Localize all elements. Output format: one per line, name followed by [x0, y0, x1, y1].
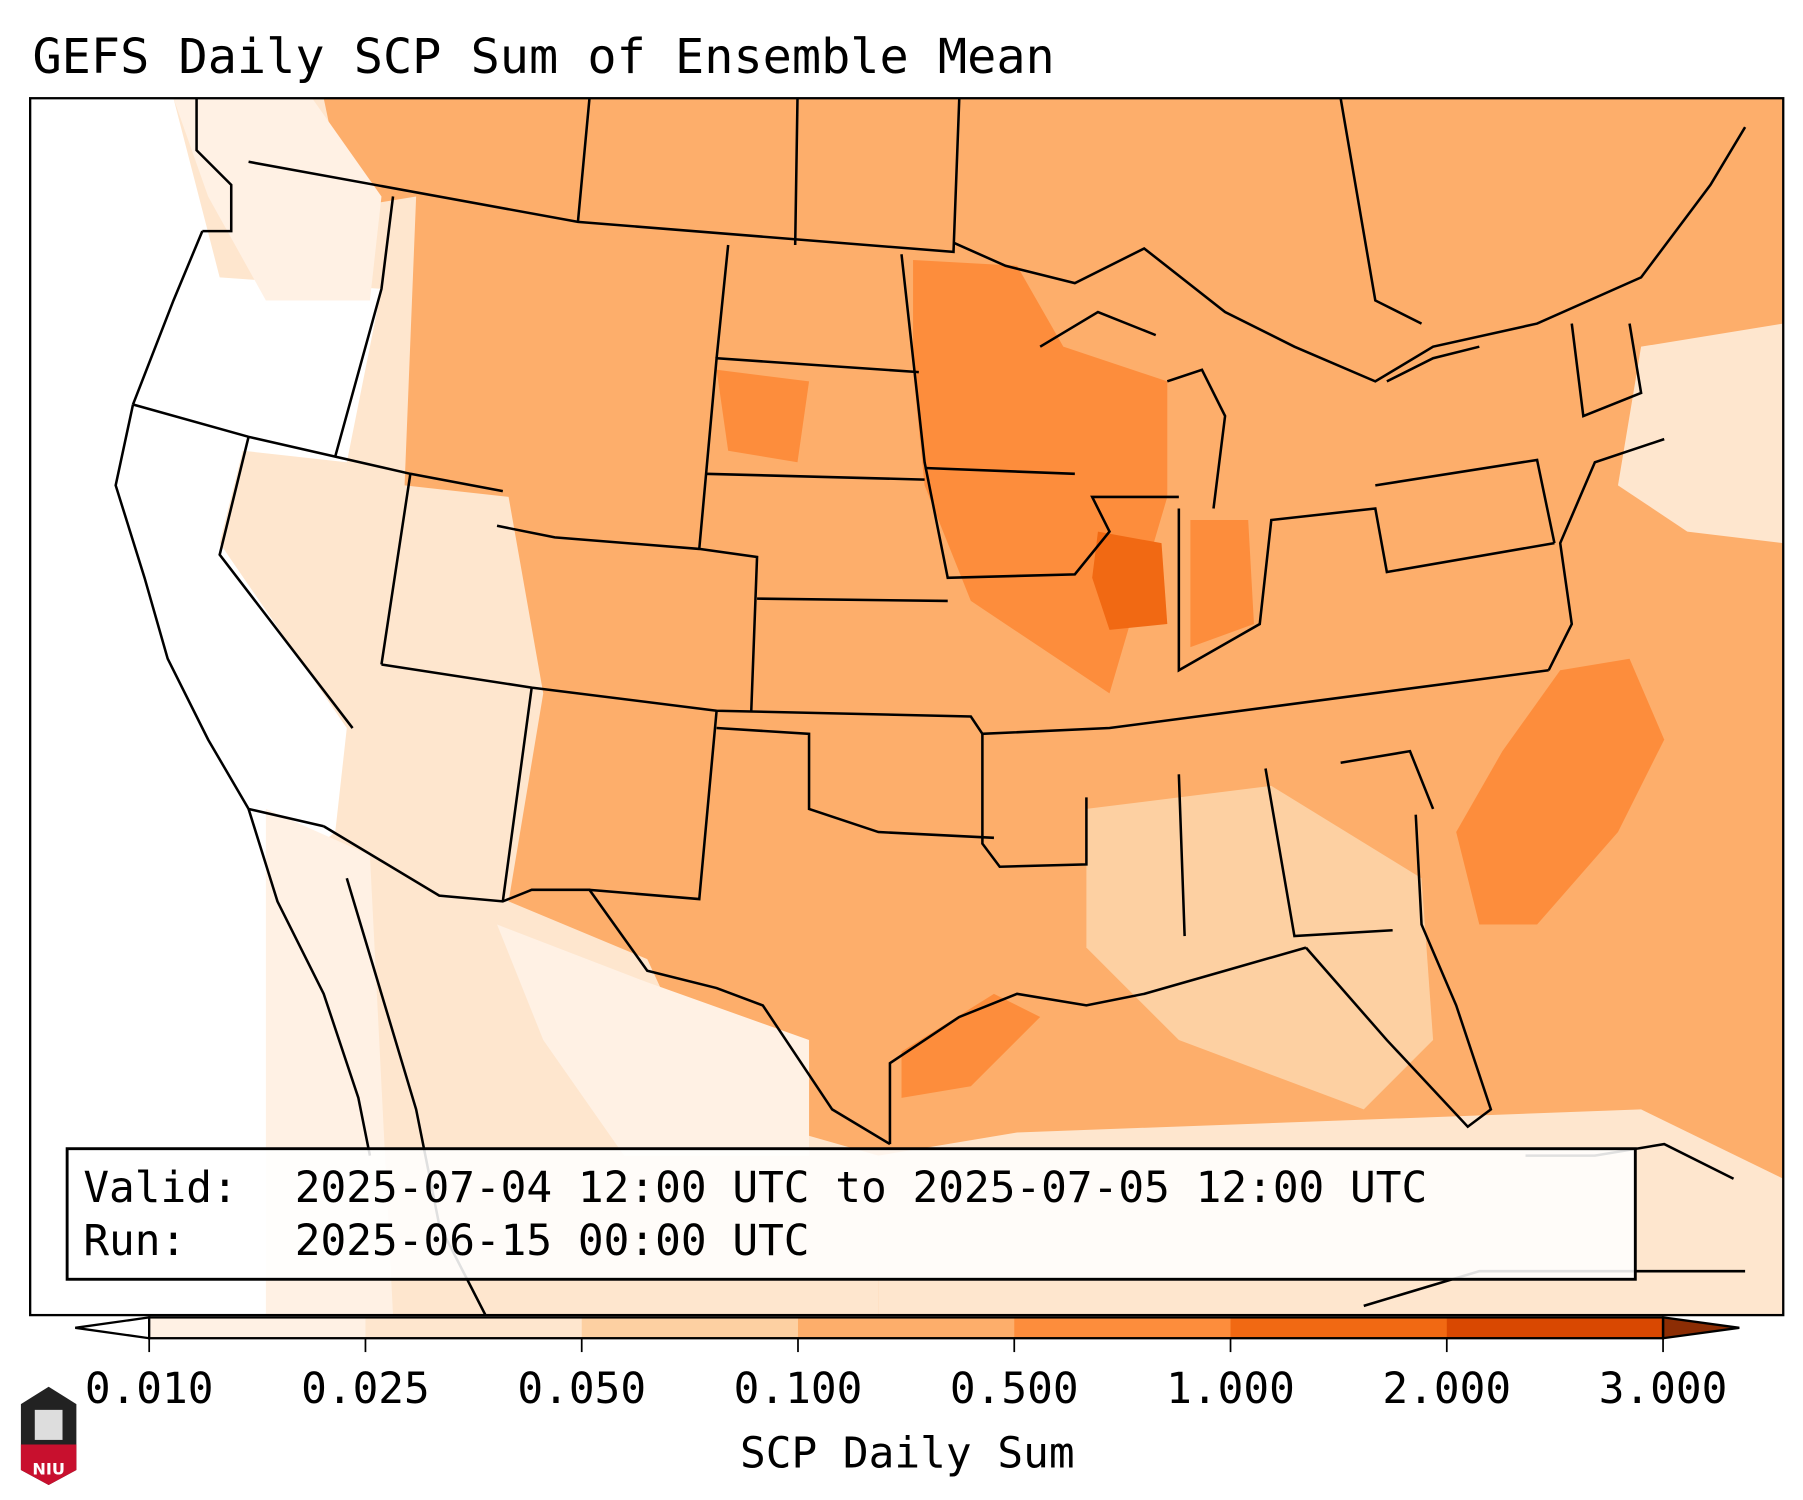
colorbar-label: SCP Daily Sum: [740, 1429, 1075, 1479]
colorbar-tick-label: 0.500: [950, 1364, 1079, 1414]
low-scp-southeast: [1086, 785, 1434, 1110]
logo-text: NIU: [32, 1460, 65, 1479]
enhanced-scp-gulf: [901, 993, 1041, 1098]
enhanced-scp-atlantic: [1456, 658, 1665, 925]
run-value: 2025-06-15 00:00 UTC: [295, 1216, 810, 1266]
very-low-scp-pacific: [30, 98, 382, 1316]
valid-label: Valid:: [83, 1163, 237, 1213]
boundaries: [114, 98, 1747, 1316]
page-title: GEFS Daily SCP Sum of Ensemble Mean: [32, 29, 1054, 85]
low-scp-mexico: [497, 924, 810, 1156]
colorbar-segment: [1446, 1317, 1664, 1339]
colorbar-over-arrow: [1661, 1316, 1740, 1340]
colorbar-segment: [797, 1317, 1015, 1339]
info-box: Valid: 2025-07-04 12:00 UTC to 2025-07-0…: [65, 1147, 1637, 1281]
colorbar-segment: [1014, 1317, 1232, 1339]
colorbar-segment: [149, 1317, 367, 1339]
colorbar-segment: [581, 1317, 799, 1339]
map-frame: [29, 97, 1785, 1317]
colorbar-tick-label: 1.000: [1166, 1364, 1295, 1414]
run-label: Run:: [83, 1216, 186, 1266]
colorbar-tick-label: 0.050: [517, 1364, 646, 1414]
colorbar-segment: [1230, 1317, 1448, 1339]
colorbar-segment: [365, 1317, 583, 1339]
colorbar-tick-label: 2.000: [1382, 1364, 1511, 1414]
colorbar-tick-label: 0.100: [734, 1364, 863, 1414]
colorbar-tick-label: 0.025: [301, 1364, 430, 1414]
colorbar-under-arrow: [75, 1316, 151, 1340]
enhanced-scp-plains: [716, 369, 810, 463]
colorbar-tick-label: 0.010: [85, 1364, 214, 1414]
enhanced-scp-indiana: [1190, 520, 1254, 648]
colorbar: 0.010 0.025 0.050 0.100 0.500 1.000 2.000 3.000: [75, 1316, 1740, 1414]
map: [29, 97, 1785, 1317]
niu-logo: NIU: [20, 1386, 77, 1485]
colorbar-outline: [148, 1316, 1665, 1340]
colorbar-tick-label: 3.000: [1599, 1364, 1728, 1414]
valid-value: 2025-07-04 12:00 UTC to 2025-07-05 12:00…: [295, 1163, 1427, 1213]
low-scp-atlantic: [1617, 323, 1784, 544]
low-scp-west-coast: [173, 98, 382, 301]
high-scp-illinois: [1092, 531, 1168, 630]
